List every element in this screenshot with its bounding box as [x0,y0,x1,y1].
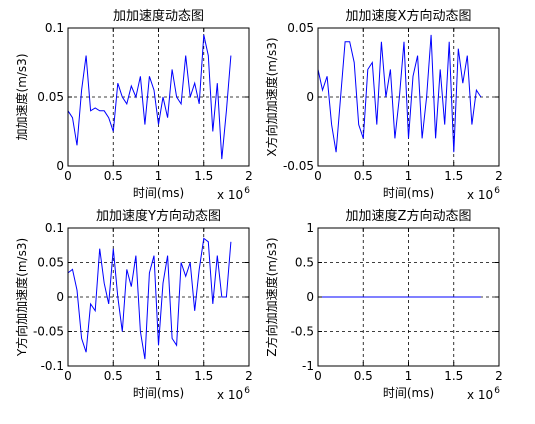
x-scale-base: x 10 [217,188,243,202]
series-line [317,34,482,153]
x-axis-label: 时间(ms) [383,386,434,400]
series-line [67,237,232,360]
x-tick-label: 0.5 [104,169,123,183]
x-tick-labels: 0 0.5 1 1.5 2 [314,369,503,383]
x-tick-label: 1 [155,369,163,383]
x-tick-label: 0.5 [354,369,373,383]
x-tick-label: 1 [405,369,413,383]
y-axis-label: X方向加加速度(m/s3) [264,37,279,156]
chart-title: 加加速度X方向动态图 [346,8,472,24]
y-tick-label: 0 [56,290,64,304]
y-tick-label: 1 [306,221,314,235]
x-tick-label: 0 [64,369,72,383]
x-tick-labels: 0 0.5 1 1.5 2 [64,369,253,383]
x-scale-exponent: 6 [494,386,500,396]
y-tick-label: 0 [56,159,64,173]
plot-frame [317,27,500,167]
y-tick-label: 0.1 [45,221,64,235]
x-tick-label: 1.5 [194,369,213,383]
chart-title: 加加速度动态图 [113,8,204,24]
plot-frame [67,27,250,167]
y-axis-label: Z方向加加速度(m/s3) [264,237,279,356]
y-tick-labels: -1 -0.5 0 0.5 1 [291,221,314,373]
y-tick-label: 0 [306,290,314,304]
x-tick-label: 0.5 [104,369,123,383]
subplot-jerk-x: 加加速度X方向动态图 时间(ms) X方向加加速度(m/s3) x 106 0 … [264,8,503,202]
subplot-jerk-y: 加加速度Y方向动态图 时间(ms) Y方向加加速度(m/s3) x 106 0 … [14,208,253,402]
x-tick-label: 1 [155,169,163,183]
y-tick-label: 0.05 [37,90,64,104]
x-scale-exponent: 6 [244,386,250,396]
y-tick-label: 0.5 [295,256,314,270]
x-scale-exponent: 6 [494,186,500,196]
x-tick-label: 0 [64,169,72,183]
chart-title: 加加速度Y方向动态图 [96,208,221,224]
y-tick-label: 0 [306,90,314,104]
plot-frame [67,227,250,367]
y-tick-labels: 0 0.05 0.1 [37,21,64,173]
x-tick-labels: 0 0.5 1 1.5 2 [314,169,503,183]
y-tick-labels: -0.05 0 0.05 [283,21,314,173]
x-scale-exponent: 6 [244,186,250,196]
y-tick-label: 0.05 [287,21,314,35]
series-line [67,34,232,160]
y-tick-label: -0.05 [33,325,64,339]
x-axis-label: 时间(ms) [133,186,184,200]
plot-frame [317,227,500,367]
y-tick-label: -1 [302,359,314,373]
grid-lines [68,28,249,166]
x-axis-label: 时间(ms) [133,386,184,400]
x-tick-label: 1.5 [444,369,463,383]
y-axis-label: Y方向加加速度(m/s3) [14,238,29,357]
x-scale-note: x 106 [467,186,500,202]
subplot-jerk-z: 加加速度Z方向动态图 时间(ms) Z方向加加速度(m/s3) x 106 0 … [264,208,503,402]
x-scale-note: x 106 [217,386,250,402]
x-tick-label: 1 [405,169,413,183]
y-tick-label: -0.1 [41,359,64,373]
x-tick-label: 2 [245,369,253,383]
x-scale-note: x 106 [217,186,250,202]
x-tick-label: 2 [495,369,503,383]
x-tick-labels: 0 0.5 1 1.5 2 [64,169,253,183]
y-tick-label: -0.5 [291,325,314,339]
x-tick-label: 0.5 [354,169,373,183]
y-tick-label: 0.1 [45,21,64,35]
x-scale-base: x 10 [467,388,493,402]
subplot-jerk: 加加速度动态图 时间(ms) 加加速度(m/s3) x 106 0 0.5 1 … [14,8,253,202]
y-tick-labels: -0.1 -0.05 0 0.05 0.1 [33,221,64,373]
x-tick-label: 1.5 [444,169,463,183]
y-tick-label: 0.05 [37,256,64,270]
x-tick-label: 0 [314,369,322,383]
x-scale-note: x 106 [467,386,500,402]
x-tick-label: 2 [245,169,253,183]
y-axis-label: 加加速度(m/s3) [14,54,29,141]
x-tick-label: 1.5 [194,169,213,183]
x-scale-base: x 10 [217,388,243,402]
y-tick-label: -0.05 [283,159,314,173]
grid-lines [68,228,249,366]
x-axis-label: 时间(ms) [383,186,434,200]
x-scale-base: x 10 [467,188,493,202]
chart-title: 加加速度Z方向动态图 [346,208,472,224]
x-tick-label: 0 [314,169,322,183]
x-tick-label: 2 [495,169,503,183]
